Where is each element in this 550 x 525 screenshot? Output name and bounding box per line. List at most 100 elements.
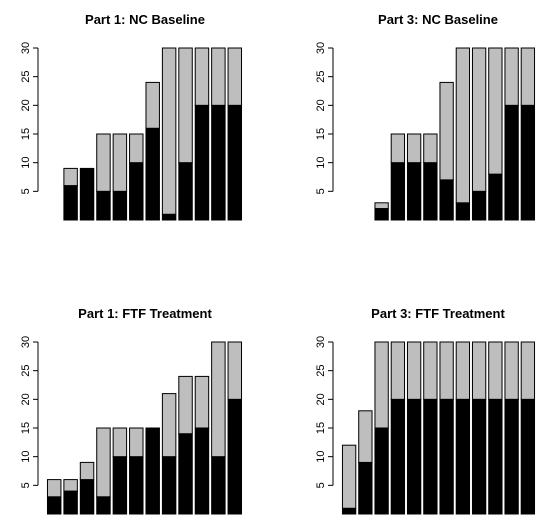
bar-segment-bottom [341,507,357,515]
bar-segment-top [63,479,78,492]
bar-segment-top [178,375,193,435]
y-tick-label: 10 [315,451,327,463]
bar-segment-bottom [46,496,62,515]
bar-segment-bottom [161,213,177,221]
bar-segment-top [112,427,128,458]
bar-segment-bottom [406,162,422,221]
bar-segment-bottom [161,456,177,515]
bar-segment-bottom [145,427,160,515]
y-tick-label: 25 [20,71,32,83]
y-tick-label: 15 [20,422,32,434]
y-tick-label: 20 [315,99,327,111]
bar-segment-top [455,341,471,400]
bar-segment-top [406,133,422,164]
bar-segment-bottom [79,479,95,515]
bar-segment-bottom [471,398,487,515]
bar-segment-top [161,393,177,458]
y-tick-label: 25 [315,365,327,377]
bar-segment-bottom [504,104,519,221]
bar-segment-top [374,341,389,429]
bar-segment-bottom [194,427,210,515]
bar-segment-bottom [374,427,389,515]
bar-segment-top [390,341,406,400]
bar-segment-top [227,341,243,400]
y-tick-label: 15 [315,128,327,140]
bar-segment-bottom [520,398,536,515]
bar-segment-bottom [390,162,406,221]
bar-segment-bottom [358,461,373,515]
bar-segment-bottom [145,127,160,221]
y-tick-label: 30 [20,42,32,54]
y-tick-label: 20 [315,393,327,405]
bar-segment-top [471,47,487,192]
y-tick-label: 25 [20,365,32,377]
bar-segment-top [194,47,210,106]
panel-title: Part 1: NC Baseline [85,12,205,27]
bar-segment-bottom [439,398,454,515]
bar-segment-top [129,427,144,458]
panel-title: Part 3: NC Baseline [378,12,498,27]
bar-segment-top [178,47,193,164]
y-tick-label: 10 [20,451,32,463]
bar-segment-bottom [374,208,389,221]
bar-segment-bottom [455,202,471,221]
bar-segment-bottom [112,456,128,515]
bar-segment-bottom [227,398,243,515]
bar-segment-bottom [227,104,243,221]
bar-segment-top [129,133,144,164]
bar-segment-bottom [178,433,193,515]
bar-segment-bottom [423,398,438,515]
bar-segment-top [112,133,128,192]
y-tick-label: 20 [20,393,32,405]
y-tick-label: 10 [20,157,32,169]
y-tick-label: 5 [20,482,32,488]
bar-segment-top [520,47,536,106]
bar-segment-top [374,202,389,210]
panel-part1-nc-baseline: Part 1: NC Baseline 5 10 15 20 25 30 [20,12,243,221]
bar-segment-top [358,410,373,463]
bar-segment-bottom [406,398,422,515]
bar-segment-top [504,341,519,400]
bar-segment-top [79,461,95,481]
bar-segment-bottom [129,162,144,221]
y-tick-label: 20 [20,99,32,111]
bar-segment-bottom [439,179,454,221]
bar-segment-bottom [423,162,438,221]
panel-part1-ftf-treatment: Part 1: FTF Treatment 5 10 15 20 25 30 [20,306,243,515]
bar-segment-bottom [79,167,95,221]
bar-segment-top [96,427,111,498]
bar-segment-top [161,47,177,215]
panel-part3-nc-baseline: Part 3: NC Baseline 5 10 15 20 25 30 [315,12,536,221]
y-tick-label: 15 [315,422,327,434]
bar-segment-top [488,341,503,400]
panel-title: Part 1: FTF Treatment [78,306,212,321]
bar-segment-top [211,341,226,458]
bar-segment-top [194,375,210,429]
bar-segment-top [423,133,438,164]
bar-segment-top [211,47,226,106]
bar-segment-top [341,444,357,509]
y-tick-label: 5 [315,482,327,488]
panel-title: Part 3: FTF Treatment [371,306,505,321]
bar-segment-bottom [390,398,406,515]
bar-segment-top [439,81,454,181]
bar-segment-top [439,341,454,400]
bar-segment-bottom [211,456,226,515]
y-tick-label: 25 [315,71,327,83]
y-tick-label: 30 [315,336,327,348]
bar-segment-top [96,133,111,192]
bar-segment-bottom [488,173,503,221]
y-tick-label: 30 [315,42,327,54]
bar-segment-top [63,167,78,187]
bar-segment-bottom [488,398,503,515]
bar-segment-bottom [520,104,536,221]
bar-segment-bottom [178,162,193,221]
bar-segment-top [145,81,160,129]
bar-segment-top [471,341,487,400]
bar-segment-top [46,479,62,498]
bar-segment-bottom [129,456,144,515]
bar-segment-bottom [504,398,519,515]
bar-segment-bottom [194,104,210,221]
y-tick-label: 10 [315,157,327,169]
